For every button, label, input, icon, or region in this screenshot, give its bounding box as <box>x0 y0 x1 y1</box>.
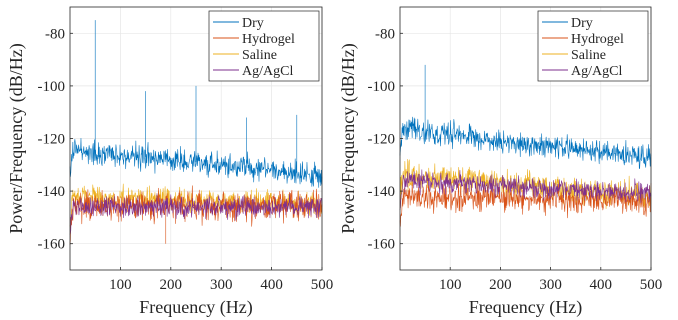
legend-entry: Hydrogel <box>571 32 624 47</box>
x-tick-label: 200 <box>160 277 183 293</box>
y-tick-label: -140 <box>368 184 396 200</box>
x-tick-label: 300 <box>539 277 562 293</box>
x-tick-label: 500 <box>311 277 334 293</box>
x-tick-label: 400 <box>590 277 613 293</box>
y-tick-label: -120 <box>38 132 66 148</box>
legend-entry: Saline <box>571 48 606 63</box>
x-tick-label: 400 <box>260 277 283 293</box>
legend-entry: Saline <box>242 48 277 63</box>
y-tick-label: -80 <box>375 26 395 42</box>
legend-box <box>537 10 649 82</box>
legend-box <box>208 10 320 82</box>
chart-panel-1: 100 200 300 400 500 -80 -100 -120 -140 -160 Freque… <box>6 6 334 318</box>
y-tick-label: -160 <box>38 237 66 253</box>
x-tick-label: 200 <box>489 277 512 293</box>
x-tick-label: 300 <box>210 277 233 293</box>
y-tick-label: -120 <box>368 132 396 148</box>
x-tick-label: 500 <box>640 277 663 293</box>
legend-entry: Dry <box>571 16 593 31</box>
y-axis-label: Power/Frequency (dB/Hz) <box>338 43 359 233</box>
legend-entry: Ag/AgCl <box>571 64 622 79</box>
legend-entry: Hydrogel <box>242 32 295 47</box>
x-axis-label: Frequency (Hz) <box>469 297 582 318</box>
series-line-dry <box>399 64 652 169</box>
series-line-dry <box>69 20 323 188</box>
y-tick-label: -100 <box>38 79 66 95</box>
x-tick-label: 100 <box>439 277 462 293</box>
legend-entry: Ag/AgCl <box>242 64 293 79</box>
y-tick-label: -100 <box>368 79 396 95</box>
y-tick-label: -140 <box>38 184 66 200</box>
y-tick-label: -80 <box>45 26 65 42</box>
x-tick-label: 100 <box>109 277 132 293</box>
y-axis-label: Power/Frequency (dB/Hz) <box>6 43 27 233</box>
series-line-agagcl <box>399 169 652 210</box>
series-line-hydrogel <box>399 182 652 227</box>
x-axis-label: Frequency (Hz) <box>139 297 252 318</box>
legend-entry: Dry <box>242 16 264 31</box>
chart-panel-2: 100 200 300 400 500 -80 -100 -120 -140 -160 Freque… <box>338 6 663 318</box>
series-line-agagcl <box>69 193 323 235</box>
y-tick-label: -160 <box>368 237 396 253</box>
